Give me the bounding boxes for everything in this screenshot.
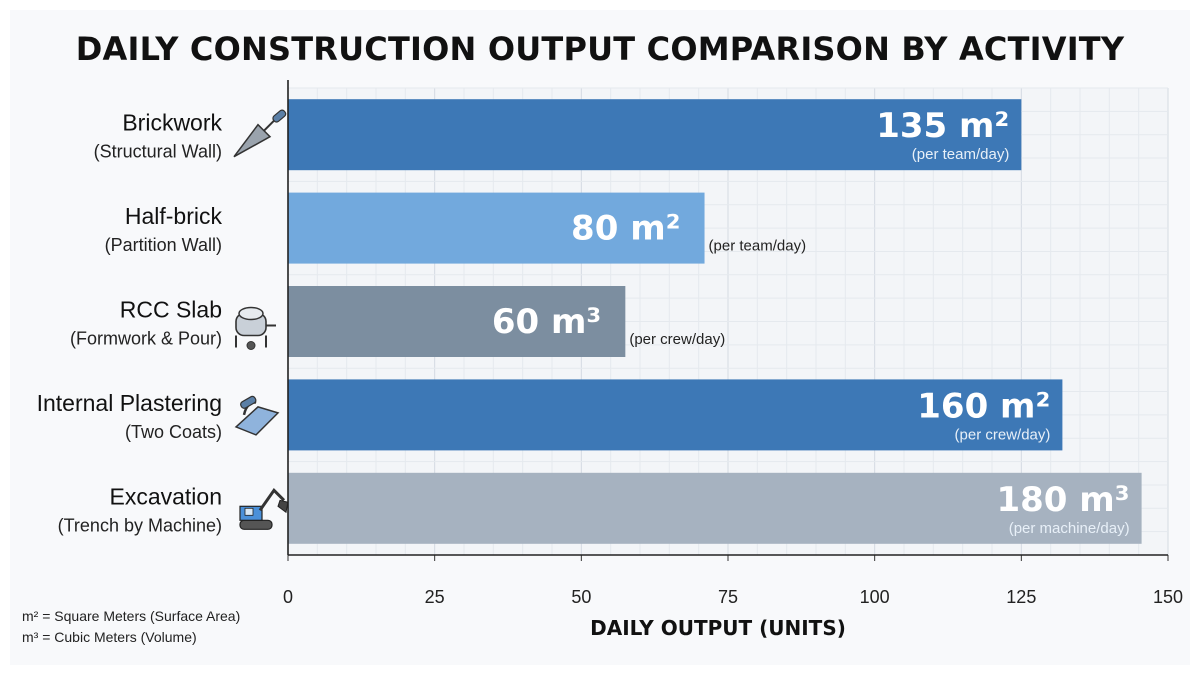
trowel-icon (233, 109, 287, 158)
category-label: Internal Plastering (37, 390, 222, 416)
category-label: Excavation (109, 483, 222, 509)
legend-note-cubic-meters: m³ = Cubic Meters (Volume) (22, 629, 197, 645)
category-sublabel: (Two Coats) (125, 422, 222, 442)
bar (288, 99, 1022, 171)
bar-value-label: 180 m³ (996, 480, 1129, 520)
x-tick-label: 125 (1006, 587, 1036, 607)
bar-value-label: 160 m² (917, 386, 1050, 426)
bar-value-label: 80 m² (571, 209, 680, 249)
category-label: Brickwork (122, 110, 222, 136)
plastering-trowel-icon (234, 395, 280, 436)
bar (288, 472, 1142, 544)
category-sublabel: (Structural Wall) (94, 142, 222, 162)
legend-note-square-meters: m² = Square Meters (Surface Area) (22, 608, 241, 624)
unit-legend-note: m² = Square Meters (Surface Area) m³ = C… (22, 606, 240, 648)
x-tick-label: 150 (1153, 587, 1183, 607)
x-axis-title: DAILY OUTPUT (UNITS) (590, 616, 846, 640)
bar-value-label: 135 m² (876, 106, 1009, 146)
bar-rate-label: (per team/day) (912, 146, 1010, 163)
x-tick-label: 50 (571, 587, 591, 607)
category-sublabel: (Formwork & Pour) (70, 329, 222, 349)
x-tick-label: 25 (425, 587, 445, 607)
category-label: Half-brick (125, 203, 223, 229)
bar-rate-label: (per machine/day) (1009, 520, 1130, 537)
bar (288, 286, 626, 357)
bar (288, 379, 1063, 451)
x-tick-label: 75 (718, 587, 738, 607)
bar-rate-label: (per team/day) (709, 238, 807, 255)
category-sublabel: (Partition Wall) (105, 235, 222, 255)
chart-frame: DAILY CONSTRUCTION OUTPUT COMPARISON BY … (10, 10, 1190, 665)
concrete-mixer-icon (235, 306, 276, 350)
chart-title: DAILY CONSTRUCTION OUTPUT COMPARISON BY … (75, 30, 1125, 68)
x-tick-label: 100 (860, 587, 890, 607)
x-tick-label: 0 (283, 587, 293, 607)
excavator-icon (239, 487, 289, 530)
bar-rate-label: (per crew/day) (629, 331, 725, 348)
category-label: RCC Slab (120, 297, 222, 323)
bar (288, 192, 705, 264)
category-sublabel: (Trench by Machine) (58, 515, 222, 535)
bar-value-label: 60 m³ (492, 302, 601, 342)
bar-rate-label: (per crew/day) (955, 426, 1051, 443)
